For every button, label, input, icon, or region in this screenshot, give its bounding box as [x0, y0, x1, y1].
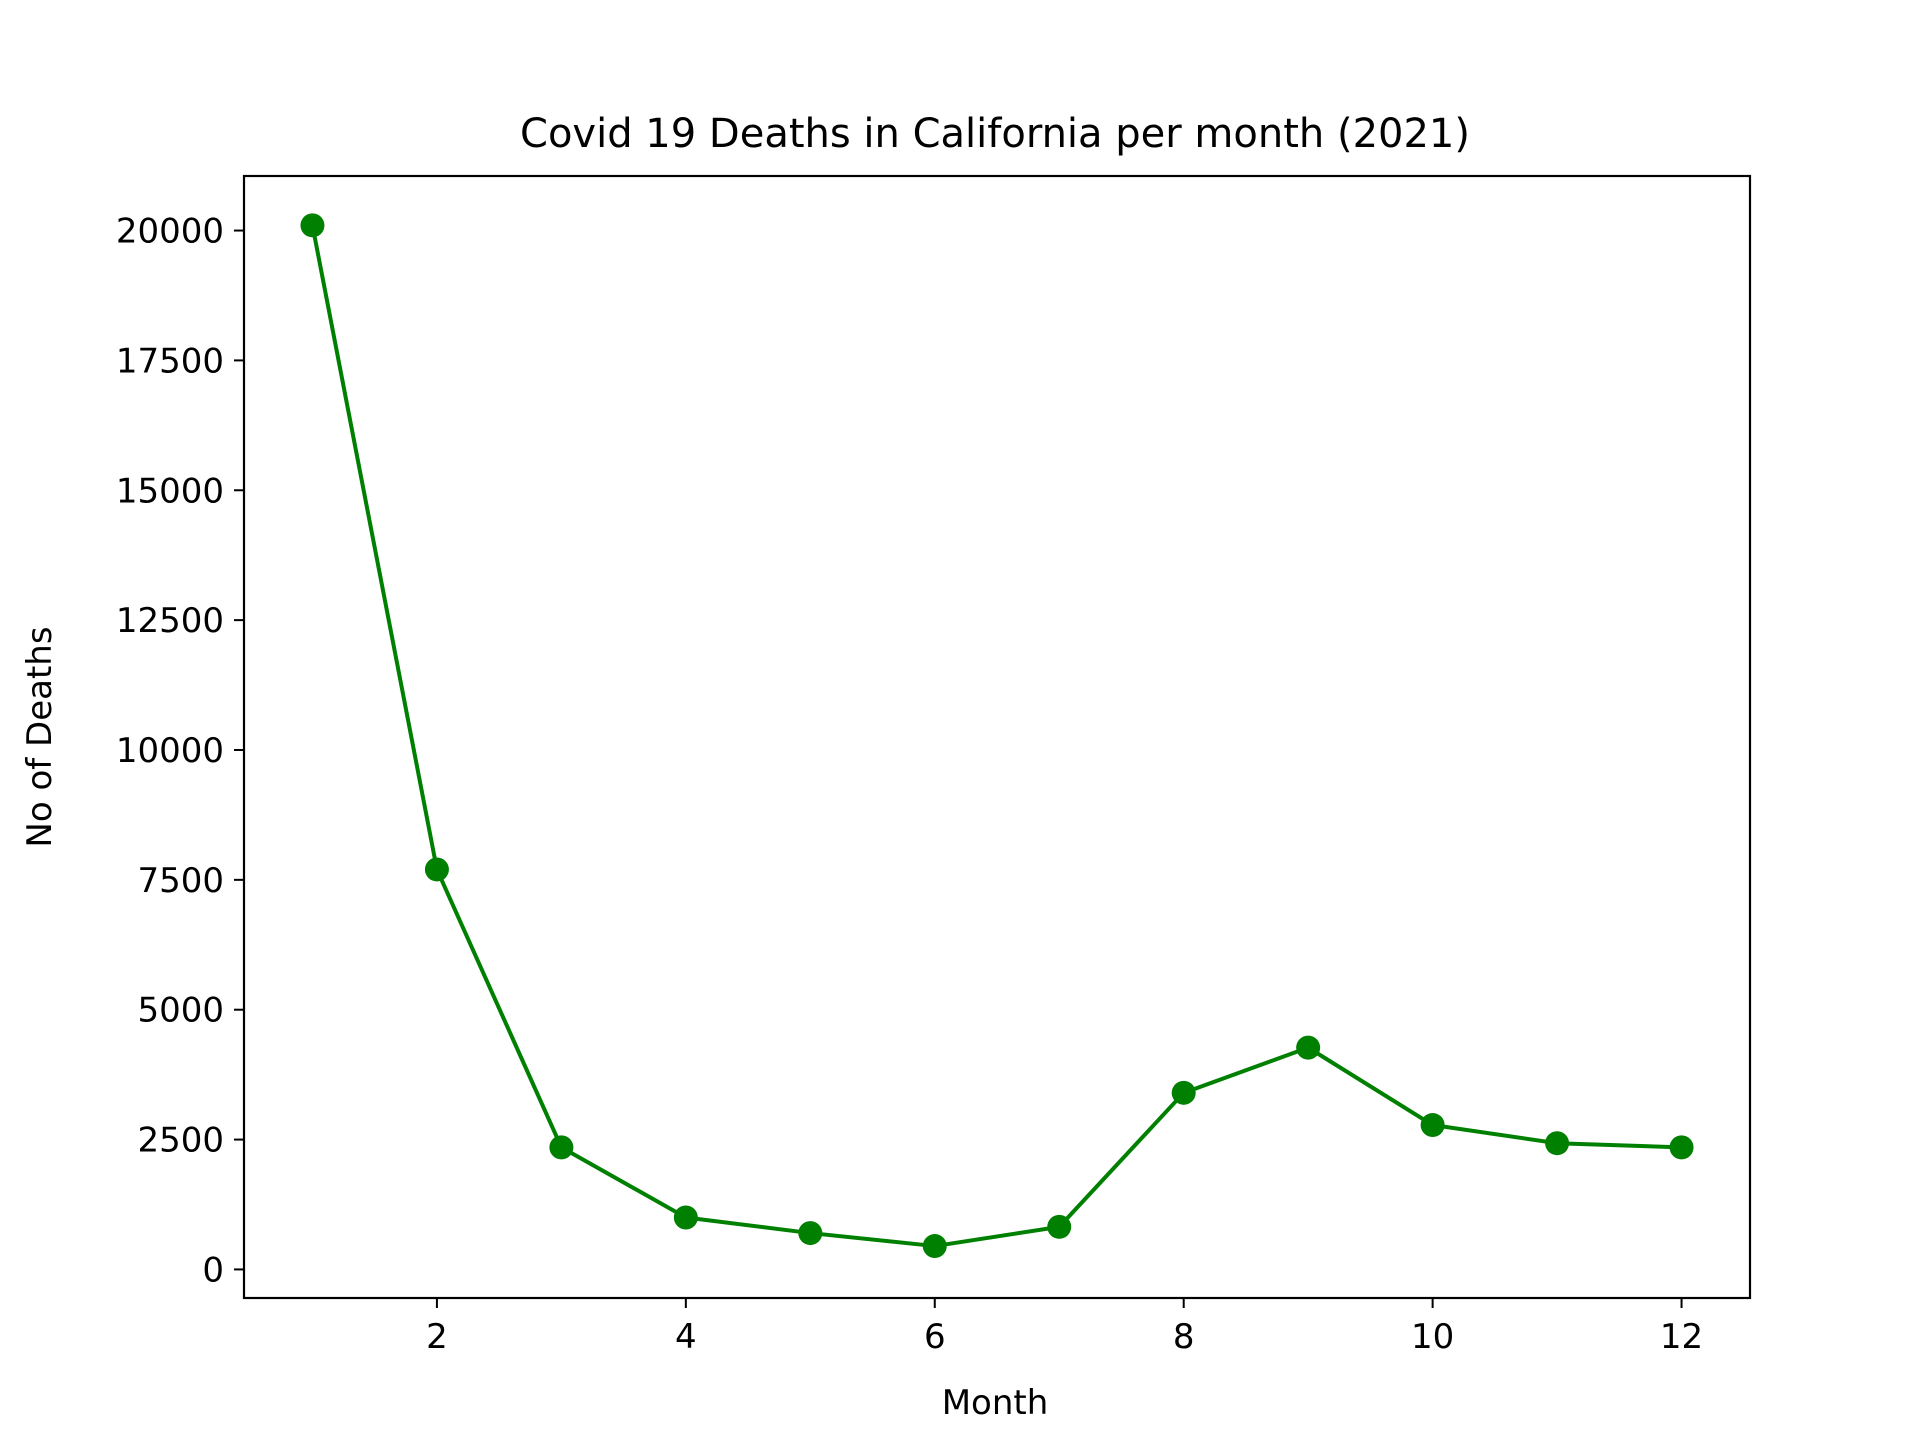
- data-point: [1420, 1113, 1445, 1138]
- data-point: [549, 1135, 574, 1160]
- chart-title: Covid 19 Deaths in California per month …: [520, 111, 1470, 157]
- plot-area: [300, 213, 1694, 1259]
- y-tick-label: 7500: [137, 861, 224, 901]
- x-tick-label: 12: [1660, 1317, 1703, 1357]
- data-point: [1047, 1214, 1072, 1239]
- y-tick-label: 15000: [116, 471, 224, 511]
- x-tick-label: 4: [675, 1317, 697, 1357]
- x-axis: 2 4 6 8 10 12: [426, 1298, 1703, 1357]
- y-tick-label: 10000: [116, 731, 224, 771]
- data-point: [922, 1234, 947, 1259]
- data-point: [300, 213, 325, 238]
- data-point: [1545, 1131, 1570, 1156]
- data-point: [798, 1221, 823, 1246]
- x-tick-label: 2: [426, 1317, 448, 1357]
- y-tick-label: 0: [202, 1250, 224, 1290]
- data-point: [1669, 1135, 1694, 1160]
- axes-frame: [242, 174, 1752, 1300]
- x-axis-label: Month: [942, 1383, 1049, 1423]
- x-tick-label: 10: [1411, 1317, 1454, 1357]
- y-axis-label: No of Deaths: [20, 626, 60, 847]
- y-tick-label: 2500: [137, 1121, 224, 1161]
- data-point: [1296, 1035, 1321, 1060]
- y-tick-label: 20000: [116, 212, 224, 252]
- series-line: [310, 224, 1682, 1249]
- data-point: [424, 857, 449, 882]
- y-tick-label: 5000: [137, 991, 224, 1031]
- data-point: [673, 1205, 698, 1230]
- data-point: [1171, 1080, 1196, 1105]
- y-axis: 0 2500 5000 7500 10000 12500 15000 17500 20000: [116, 212, 244, 1290]
- x-tick-label: 6: [924, 1317, 946, 1357]
- y-tick-label: 12500: [116, 601, 224, 641]
- x-tick-label: 8: [1173, 1317, 1195, 1357]
- y-tick-label: 17500: [116, 341, 224, 381]
